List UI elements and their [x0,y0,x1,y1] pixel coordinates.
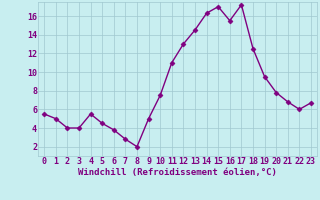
X-axis label: Windchill (Refroidissement éolien,°C): Windchill (Refroidissement éolien,°C) [78,168,277,177]
